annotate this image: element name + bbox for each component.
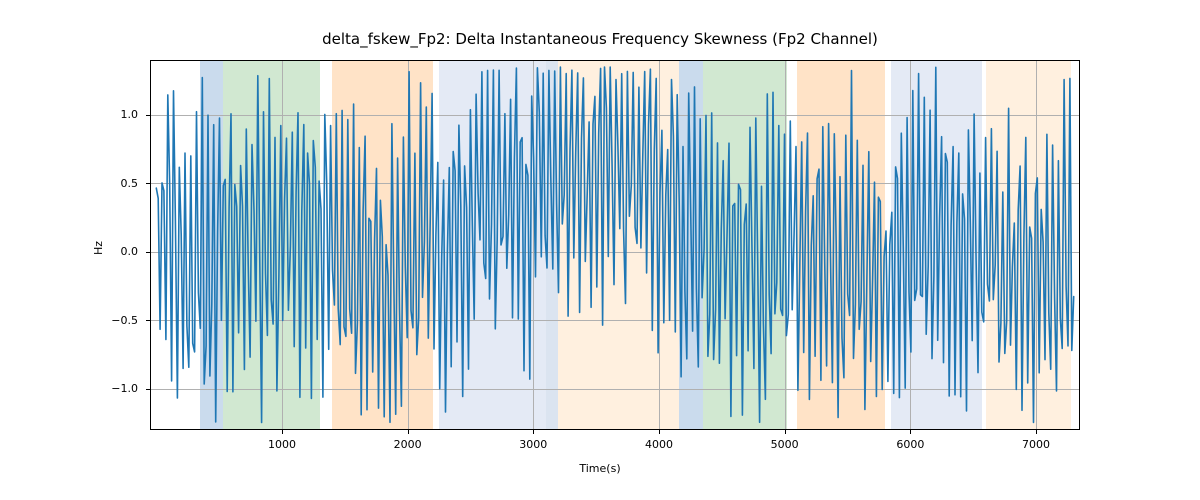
x-tick-mark — [282, 430, 283, 434]
x-tick-mark — [910, 430, 911, 434]
series-line — [156, 67, 1073, 423]
plot-area — [150, 60, 1080, 430]
y-tick-mark — [146, 389, 150, 390]
x-tick-label: 6000 — [880, 438, 940, 451]
y-tick-label: −1.0 — [96, 382, 138, 395]
x-tick-label: 1000 — [252, 438, 312, 451]
x-tick-label: 7000 — [1006, 438, 1066, 451]
y-tick-mark — [146, 115, 150, 116]
x-tick-label: 3000 — [503, 438, 563, 451]
y-tick-mark — [146, 320, 150, 321]
line-layer — [150, 60, 1080, 430]
chart-title: delta_fskew_Fp2: Delta Instantaneous Fre… — [0, 30, 1200, 48]
x-tick-mark — [659, 430, 660, 434]
x-tick-mark — [533, 430, 534, 434]
x-tick-label: 4000 — [629, 438, 689, 451]
x-tick-label: 2000 — [378, 438, 438, 451]
y-tick-label: 0.0 — [96, 245, 138, 258]
x-tick-label: 5000 — [755, 438, 815, 451]
x-tick-mark — [408, 430, 409, 434]
y-tick-label: 0.5 — [96, 177, 138, 190]
x-tick-mark — [785, 430, 786, 434]
y-tick-mark — [146, 252, 150, 253]
x-axis-label: Time(s) — [0, 462, 1200, 475]
y-tick-label: 1.0 — [96, 108, 138, 121]
x-tick-mark — [1036, 430, 1037, 434]
figure: delta_fskew_Fp2: Delta Instantaneous Fre… — [0, 0, 1200, 500]
y-tick-mark — [146, 183, 150, 184]
y-tick-label: −0.5 — [96, 314, 138, 327]
